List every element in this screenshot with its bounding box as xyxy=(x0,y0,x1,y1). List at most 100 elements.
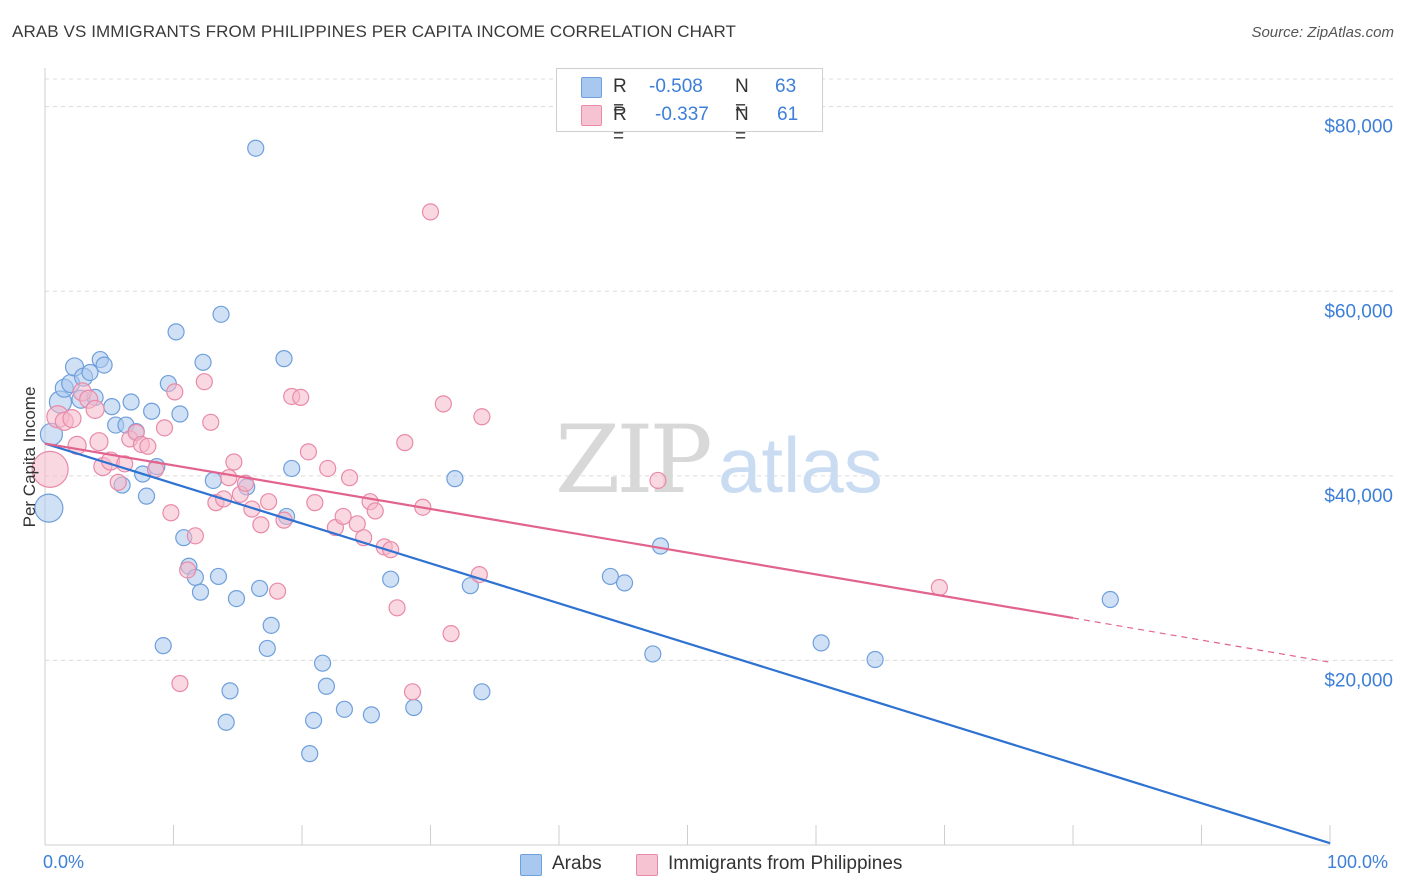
philippines-point xyxy=(930,578,948,597)
philippines-point xyxy=(243,500,261,518)
arabs-point xyxy=(103,398,121,416)
legend-r-label: R = xyxy=(613,104,627,147)
arabs-point xyxy=(34,493,64,523)
philippines-point xyxy=(195,373,213,391)
legend-r-value: -0.337 xyxy=(655,104,709,125)
arabs-point xyxy=(227,589,246,608)
arabs-point xyxy=(301,745,319,763)
philippines-point xyxy=(292,388,310,406)
arabs-point xyxy=(137,487,156,505)
arabs-point xyxy=(258,639,276,658)
arabs-point xyxy=(382,570,400,588)
x-tick-max: 100.0% xyxy=(1327,852,1389,872)
arabs-point xyxy=(167,323,185,341)
philippines-point xyxy=(166,383,184,401)
philippines-point xyxy=(470,565,488,584)
y-axis-label: Per Capita Income xyxy=(20,387,39,528)
arabs-point xyxy=(194,353,212,371)
philippines-trend-extension xyxy=(1072,617,1331,663)
philippines-point xyxy=(306,494,324,512)
arabs-point xyxy=(1101,590,1119,609)
philippines-point xyxy=(334,507,352,526)
arabs-point xyxy=(275,350,293,368)
philippines-point xyxy=(171,674,189,693)
watermark-atlas: atlas xyxy=(718,421,883,509)
chart-title: ARAB VS IMMIGRANTS FROM PHILIPPINES PER … xyxy=(12,22,737,41)
x-tick-min: 0.0% xyxy=(43,852,85,872)
points xyxy=(31,139,1119,763)
philippines-point xyxy=(85,399,105,419)
arabs-point xyxy=(866,650,884,669)
philippines-point xyxy=(225,453,243,471)
arabs-legend-label: Arabs xyxy=(552,853,602,874)
philippines-point xyxy=(252,516,270,534)
philippines-point xyxy=(473,408,491,426)
philippines-point xyxy=(89,432,109,452)
y-tick-labels: $20,000 $40,000 $60,000 $80,000 xyxy=(1324,117,1393,692)
arabs-point xyxy=(154,637,172,655)
arabs-point xyxy=(250,579,269,598)
arabs-point xyxy=(212,305,230,323)
philippines-point xyxy=(396,434,414,452)
arabs-point xyxy=(335,700,354,718)
philippines-point xyxy=(421,203,440,221)
philippines-point xyxy=(31,450,69,488)
philippines-point xyxy=(220,469,238,487)
arabs-point xyxy=(313,654,332,672)
philippines-point xyxy=(186,527,204,545)
arabs-point xyxy=(644,645,662,663)
philippines-point xyxy=(348,515,366,533)
arabs-point xyxy=(122,393,140,411)
arabs-point xyxy=(304,711,323,730)
y-tick-label: $60,000 xyxy=(1324,301,1393,322)
chart-source: Source: ZipAtlas.com xyxy=(1251,24,1394,41)
philippines-point xyxy=(366,502,384,520)
arabs-point xyxy=(317,677,336,695)
arabs-point xyxy=(262,616,280,634)
philippines-point xyxy=(139,437,157,455)
philippines-point xyxy=(388,599,406,617)
philippines-point xyxy=(319,459,337,478)
y-tick-label: $20,000 xyxy=(1324,670,1393,691)
legend-n-value: 61 xyxy=(777,104,799,125)
arabs-point xyxy=(95,356,113,374)
gridlines xyxy=(45,78,1395,661)
watermark-zip: ZIP xyxy=(555,406,709,515)
philippines-point xyxy=(340,469,359,487)
arabs-point xyxy=(209,567,228,586)
arabs-point xyxy=(362,706,380,724)
philippines-point xyxy=(162,504,180,522)
arabs-point xyxy=(446,470,464,488)
arabs-point xyxy=(473,683,491,701)
arabs-point xyxy=(812,634,830,652)
legend-n-label: N = xyxy=(735,104,749,147)
philippines-point xyxy=(179,561,197,579)
legend-n-value: 63 xyxy=(775,76,797,97)
philippines-point xyxy=(155,419,174,437)
arabs-point xyxy=(143,402,161,420)
philippines-swatch-icon xyxy=(581,105,602,126)
trend-lines xyxy=(44,442,1331,845)
philippines-point xyxy=(109,473,127,491)
philippines-trend-line xyxy=(44,442,1074,620)
legend-r-value: -0.508 xyxy=(649,76,703,97)
legend-r-label: R = xyxy=(613,76,627,119)
arabs-legend-icon xyxy=(520,854,542,876)
philippines-legend-icon xyxy=(636,854,658,876)
philippines-point xyxy=(434,395,452,413)
philippines-point xyxy=(202,413,220,431)
philippines-point xyxy=(299,443,318,461)
philippines-point xyxy=(268,582,287,600)
arabs-point xyxy=(191,583,210,601)
philippines-legend-label: Immigrants from Philippines xyxy=(668,853,903,874)
arabs-point xyxy=(615,574,634,592)
philippines-point xyxy=(442,625,460,643)
arabs-point xyxy=(405,698,423,717)
arabs-trend-line xyxy=(44,442,1331,845)
arabs-point xyxy=(461,577,479,595)
philippines-point xyxy=(649,471,667,490)
y-tick-label: $40,000 xyxy=(1324,486,1393,507)
arabs-point xyxy=(283,459,301,478)
arabs-point xyxy=(601,567,620,586)
